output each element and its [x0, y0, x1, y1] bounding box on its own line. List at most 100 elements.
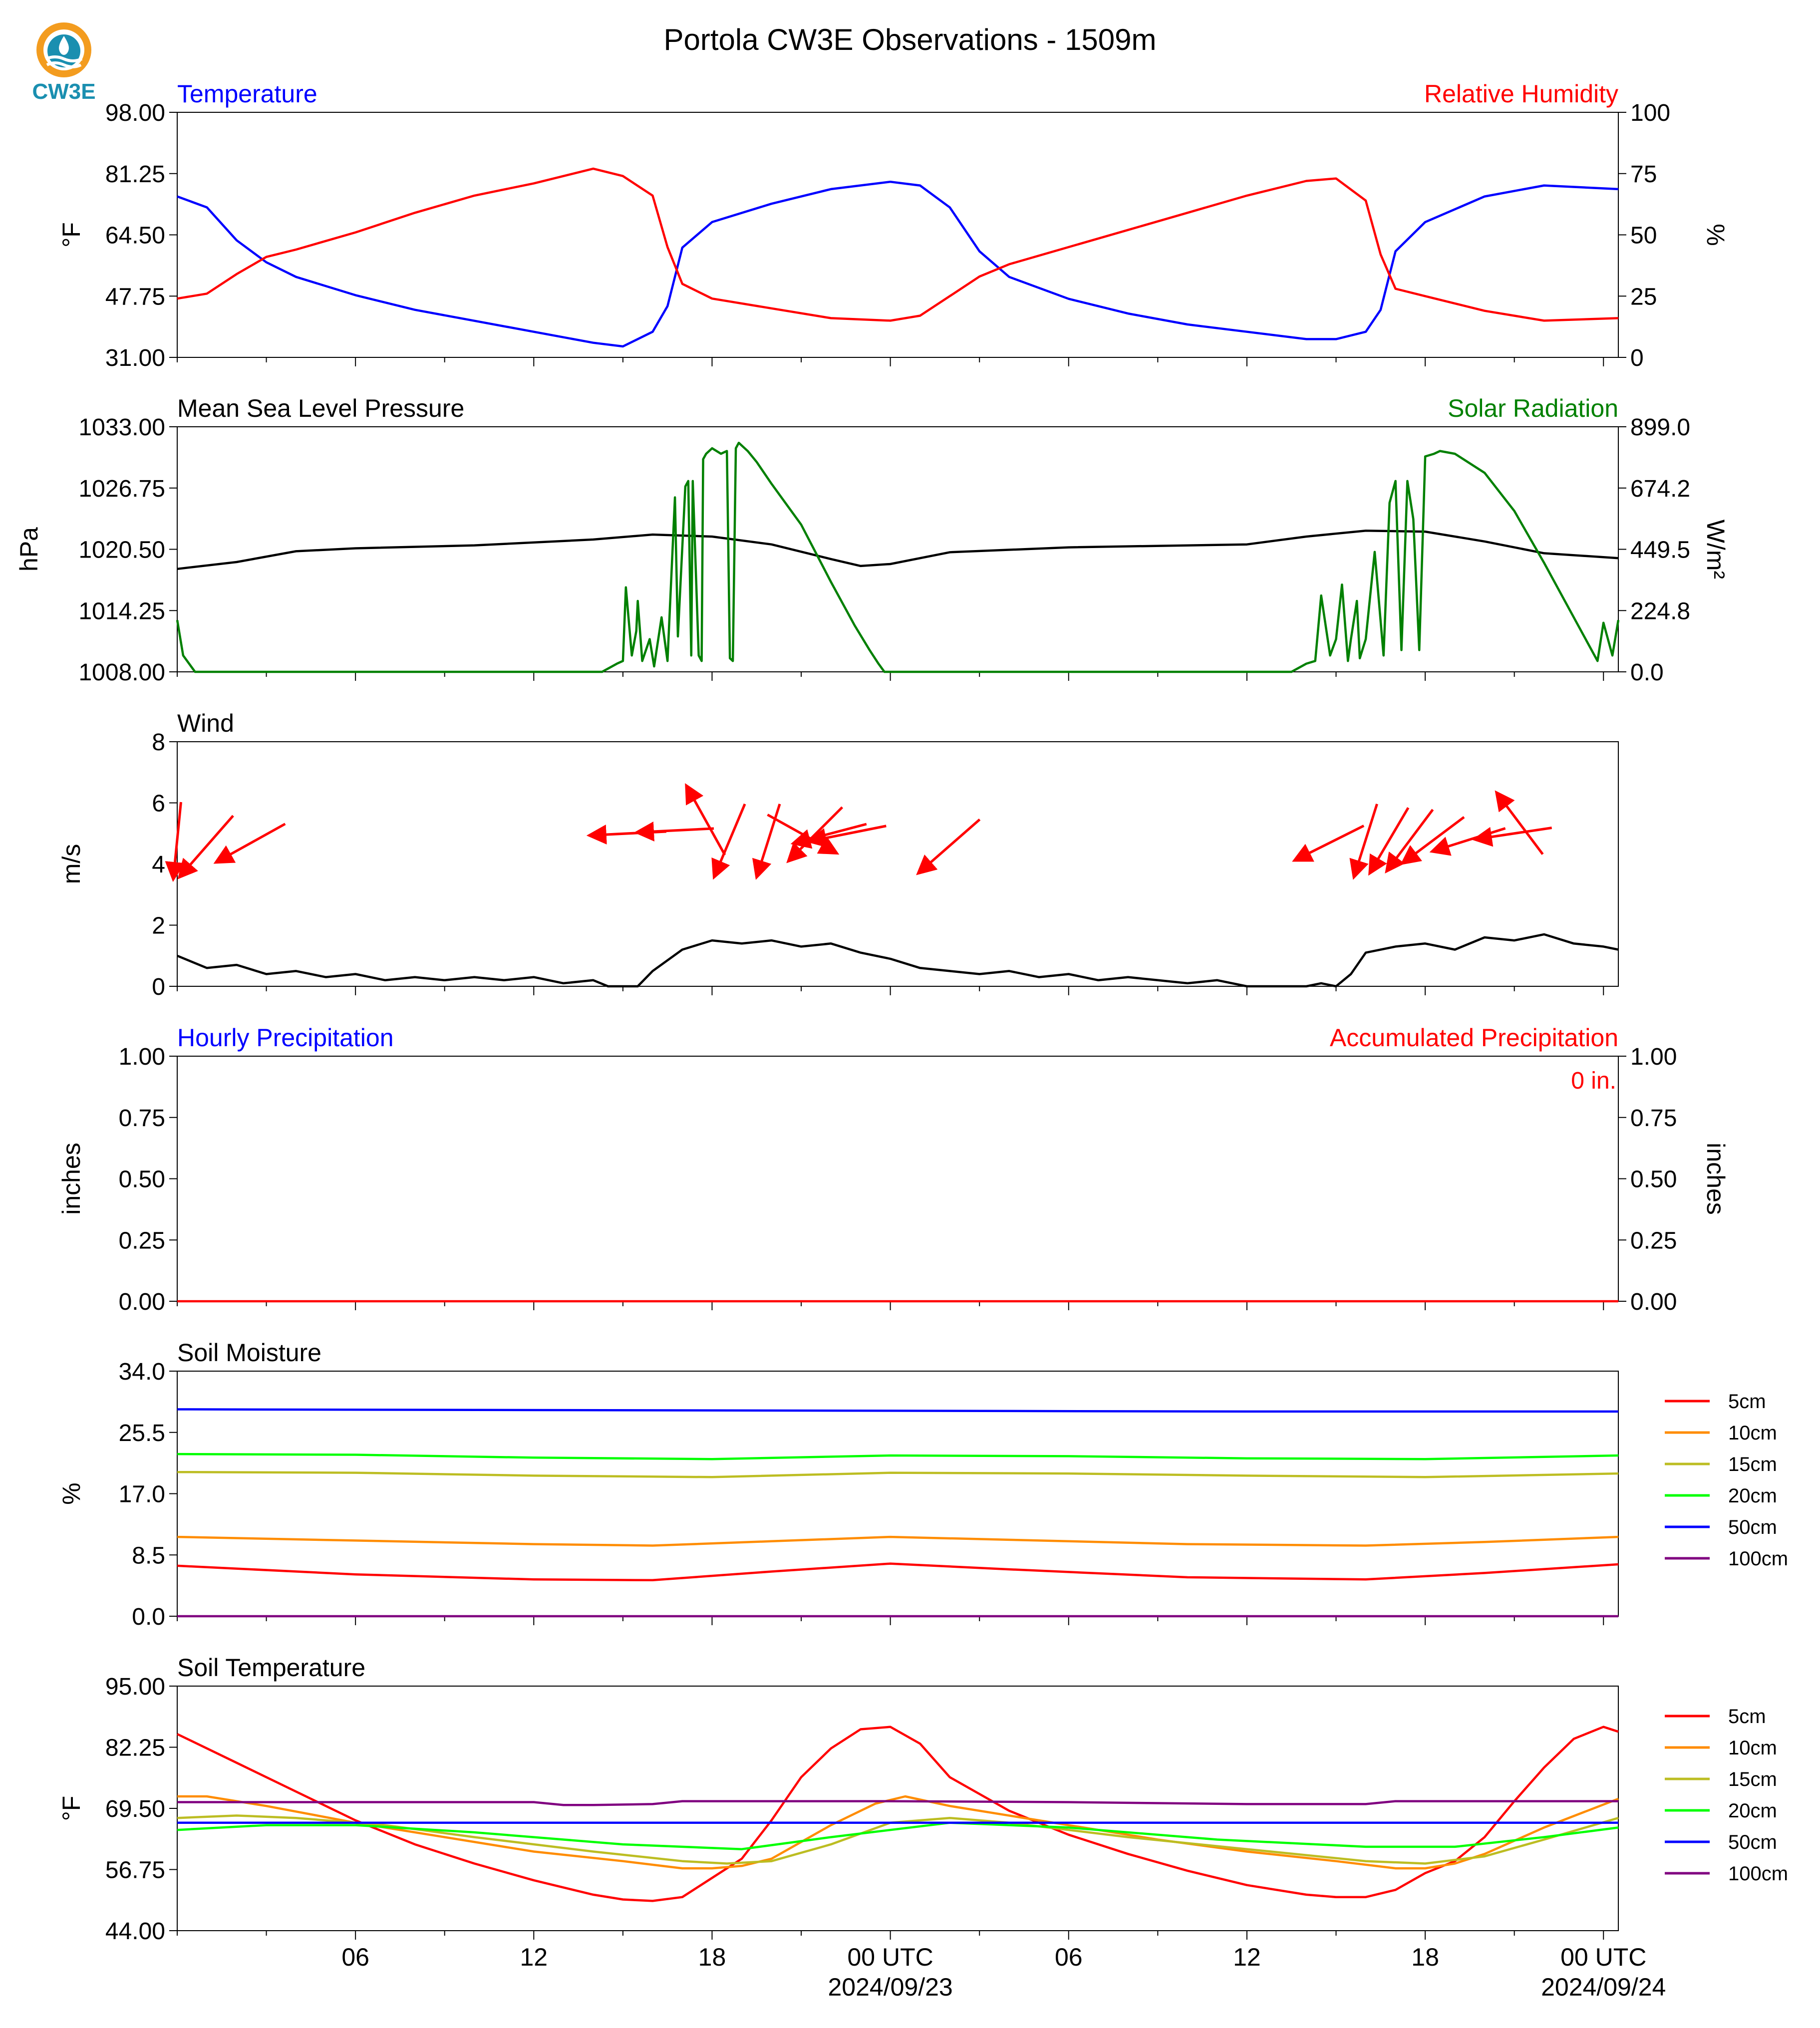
- plot-frame: [177, 1686, 1619, 1931]
- plot-frame: [177, 1371, 1619, 1617]
- legend-label: 15cm: [1728, 1453, 1777, 1475]
- y-tick-label: 8: [152, 729, 165, 756]
- y-tick-label: 0.75: [119, 1105, 165, 1132]
- x-tick-label: 00 UTC: [847, 1943, 933, 1971]
- legend-label: 20cm: [1728, 1485, 1777, 1507]
- wind-arrow: [806, 825, 887, 848]
- left-title: Wind: [177, 709, 234, 737]
- wind-arrow: [752, 803, 781, 880]
- wind-arrow: [711, 803, 746, 880]
- legend-label: 20cm: [1728, 1800, 1777, 1822]
- panel-pressure_solar: Mean Sea Level Pressure Solar Radiation 10…: [15, 394, 1730, 686]
- y-tick-label: 0.50: [119, 1166, 165, 1193]
- wind-arrow: [1429, 827, 1506, 856]
- y-axis-label: °F: [57, 222, 85, 248]
- x-date-label: 2024/09/23: [828, 1973, 952, 2001]
- wind-arrow: [916, 818, 981, 875]
- wind-arrow: [1368, 807, 1410, 876]
- series-10cm: [177, 1535, 1619, 1547]
- y2-tick-label: 0.75: [1630, 1105, 1677, 1132]
- left-title: Temperature: [177, 80, 317, 108]
- wind-arrow: [634, 821, 714, 842]
- series-humidity: [177, 167, 1619, 322]
- y-axis-label: °F: [57, 1796, 85, 1821]
- plot-frame: [177, 1056, 1619, 1302]
- y2-tick-label: 0.0: [1630, 659, 1664, 686]
- series-50cm: [177, 1408, 1618, 1413]
- y-tick-label: 98.00: [105, 100, 165, 126]
- y2-tick-label: 25: [1630, 284, 1657, 310]
- legend-label: 15cm: [1728, 1768, 1777, 1790]
- y-tick-label: 81.25: [105, 161, 165, 188]
- y2-tick-label: 224.8: [1630, 598, 1690, 624]
- left-title: Hourly Precipitation: [177, 1024, 394, 1052]
- wind-arrow: [1495, 790, 1544, 855]
- wind-arrow: [685, 783, 726, 856]
- wind-arrow: [213, 823, 286, 864]
- y-tick-label: 1020.50: [78, 537, 165, 564]
- figure-title: Portola CW3E Observations - 1509m: [663, 23, 1156, 56]
- y-tick-label: 95.00: [105, 1674, 165, 1700]
- y-tick-label: 0.00: [119, 1289, 165, 1315]
- series-temperature: [177, 180, 1619, 348]
- y2-tick-label: 0.25: [1630, 1227, 1677, 1254]
- y-axis-label: m/s: [57, 844, 85, 884]
- panel-wind: Wind 8 6 4 2 0 m/s: [57, 709, 1619, 1000]
- left-title: Soil Moisture: [177, 1339, 321, 1367]
- series-10cm: [177, 1795, 1619, 1870]
- y2-tick-label: 0.50: [1630, 1166, 1677, 1193]
- y2-tick-label: 899.0: [1630, 414, 1690, 441]
- y2-tick-label: 1.00: [1630, 1044, 1677, 1070]
- y2-tick-label: 674.2: [1630, 476, 1690, 502]
- series-20cm: [177, 1452, 1619, 1460]
- x-tick-label: 18: [698, 1943, 726, 1971]
- series-100cm: [177, 1800, 1618, 1806]
- y-tick-label: 64.50: [105, 223, 165, 249]
- x-tick-label: 06: [341, 1943, 369, 1971]
- accumulated-annotation: 0 in.: [1571, 1068, 1616, 1094]
- y-tick-label: 1.00: [119, 1044, 165, 1070]
- y-axis-label: %: [57, 1482, 85, 1504]
- y-tick-label: 25.5: [119, 1420, 165, 1447]
- series-5cm: [177, 1562, 1619, 1582]
- x-date-label: 2024/09/24: [1541, 1973, 1666, 2001]
- y-tick-label: 0.25: [119, 1227, 165, 1254]
- left-title: Mean Sea Level Pressure: [177, 394, 464, 422]
- x-tick-label: 00 UTC: [1560, 1943, 1646, 1971]
- y-tick-label: 56.75: [105, 1857, 165, 1884]
- legend-label: 50cm: [1728, 1831, 1777, 1853]
- right-title: Solar Radiation: [1448, 394, 1618, 422]
- y-tick-label: 1008.00: [78, 659, 165, 686]
- wind-arrow: [1292, 825, 1365, 862]
- y-tick-label: 31.00: [105, 345, 165, 371]
- x-tick-label: 06: [1055, 1943, 1083, 1971]
- wind-arrow: [165, 802, 185, 882]
- logo-text: CW3E: [32, 79, 95, 104]
- wind-arrow: [1400, 816, 1465, 865]
- y-tick-label: 44.00: [105, 1918, 165, 1945]
- y2-tick-label: 50: [1630, 223, 1657, 249]
- x-tick-label: 18: [1411, 1943, 1439, 1971]
- wind-arrow: [1472, 827, 1552, 847]
- panel-temp_rh: Temperature Relative Humidity 98.00 81.25 64…: [57, 80, 1730, 371]
- wind-arrow: [1385, 809, 1434, 873]
- legend-label: 100cm: [1728, 1548, 1788, 1570]
- y-tick-label: 1014.25: [78, 598, 165, 624]
- y-tick-label: 1033.00: [78, 414, 165, 441]
- y-tick-label: 1026.75: [78, 476, 165, 502]
- y2-tick-label: 75: [1630, 161, 1657, 188]
- panel-soil_moisture: Soil Moisture 34.0 25.5 17.0 8.5 0.0% 5cm 10cm 1…: [57, 1339, 1788, 1630]
- y-tick-label: 34.0: [119, 1359, 165, 1385]
- y2-tick-label: 100: [1630, 100, 1670, 126]
- series-solar: [176, 441, 1620, 673]
- y2-axis-label: W/m²: [1702, 520, 1730, 579]
- plot-frame: [177, 112, 1619, 358]
- legend-label: 100cm: [1728, 1863, 1788, 1885]
- legend-label: 10cm: [1728, 1422, 1777, 1444]
- cw3e-logo: CW3E: [30, 20, 105, 105]
- series-20cm: [177, 1821, 1619, 1850]
- y2-axis-label: %: [1702, 224, 1730, 246]
- x-tick-label: 12: [1233, 1943, 1261, 1971]
- series-5cm: [177, 1726, 1619, 1902]
